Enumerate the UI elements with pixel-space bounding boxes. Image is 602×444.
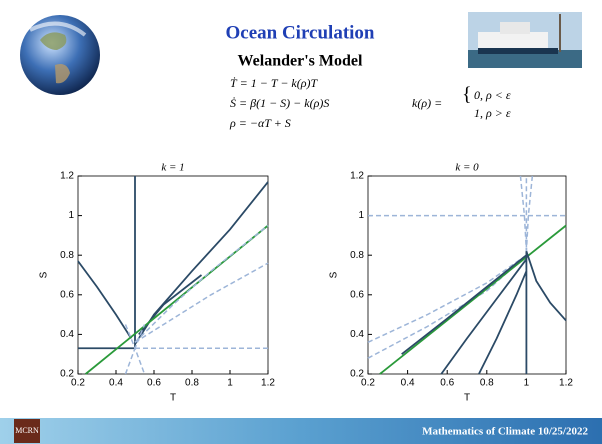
- y-axis-label: S: [39, 271, 50, 278]
- earth-image: [20, 15, 100, 95]
- equation: ρ = −αT + S: [229, 116, 291, 130]
- y-tick-label: 1: [68, 210, 74, 221]
- y-tick-label: 0.2: [60, 369, 74, 380]
- x-axis-label: T: [464, 393, 470, 404]
- chart-title: k = 1: [161, 162, 184, 174]
- y-tick-label: 1.2: [60, 171, 74, 182]
- x-tick-label: 1.2: [261, 378, 275, 389]
- x-tick-label: 0.6: [147, 378, 161, 389]
- y-tick-label: 0.2: [350, 369, 364, 380]
- y-axis-label: S: [329, 271, 340, 278]
- y-tick-label: 0.4: [60, 329, 74, 340]
- x-tick-label: 0.4: [401, 378, 415, 389]
- equation: Ṡ = β(1 − S) − k(ρ)S: [230, 95, 329, 110]
- x-tick-label: 1.2: [559, 378, 573, 389]
- y-tick-label: 1.2: [350, 171, 364, 182]
- slide-subtitle: Welander's Model: [238, 53, 363, 70]
- x-axis-label: T: [170, 393, 176, 404]
- y-tick-label: 0.6: [60, 289, 74, 300]
- x-tick-label: 0.6: [440, 378, 454, 389]
- y-tick-label: 0.8: [350, 250, 364, 261]
- logo: MCRN: [15, 426, 39, 435]
- x-tick-label: 0.8: [480, 378, 494, 389]
- y-tick-label: 0.4: [350, 329, 364, 340]
- boat-photo: [468, 12, 582, 68]
- x-tick-label: 0.8: [185, 378, 199, 389]
- slide-title: Ocean Circulation: [225, 22, 374, 43]
- equation: Ṫ = 1 − T − k(ρ)T: [230, 76, 319, 90]
- y-tick-label: 0.6: [350, 289, 364, 300]
- footer-text: Mathematics of Climate 10/25/2022: [422, 426, 588, 438]
- brace: {: [462, 84, 472, 106]
- y-tick-label: 0.8: [60, 250, 74, 261]
- x-tick-label: 0.4: [109, 378, 123, 389]
- slide: Ocean Circulation Welander's Model Ṫ = 1…: [0, 0, 602, 444]
- x-tick-label: 1: [524, 378, 530, 389]
- equation-case: 1, ρ > ε: [474, 106, 511, 120]
- chart-title: k = 0: [455, 162, 479, 174]
- equation: k(ρ) =: [412, 96, 442, 110]
- y-tick-label: 1: [358, 210, 364, 221]
- x-tick-label: 1: [227, 378, 233, 389]
- equation-case: 0, ρ < ε: [474, 88, 511, 102]
